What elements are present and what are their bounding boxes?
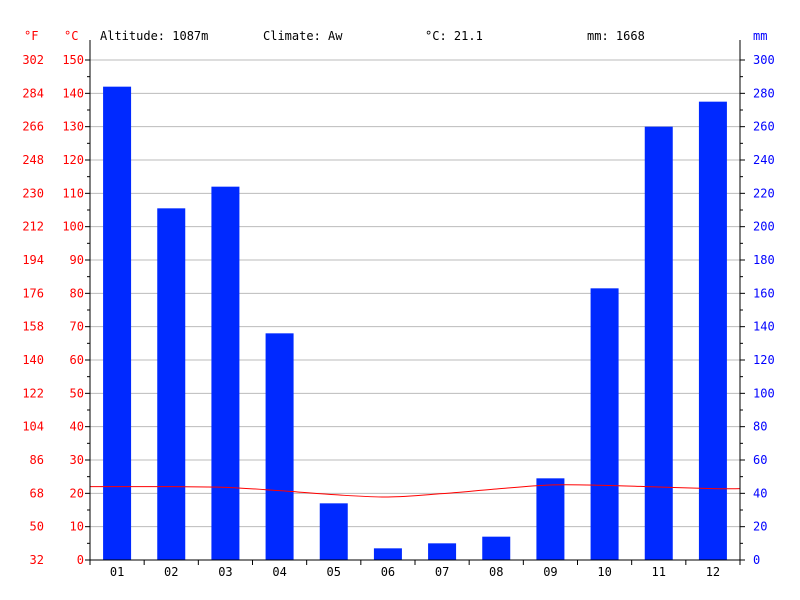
precip-unit-label: mm [753, 29, 767, 43]
fahrenheit-tick-label: 302 [22, 53, 44, 67]
precip-tick-label: 260 [753, 120, 775, 134]
precip-tick-label: 100 [753, 386, 775, 400]
celsius-tick-label: 30 [70, 453, 84, 467]
grid-lines [90, 59, 740, 528]
precip-bar-08 [482, 536, 511, 560]
precip-bar-10 [590, 288, 619, 560]
month-label: 04 [272, 565, 286, 579]
fahrenheit-tick-label: 104 [22, 420, 44, 434]
precip-tick-label: 200 [753, 220, 775, 234]
precip-tick-label: 280 [753, 86, 775, 100]
celsius-tick-label: 150 [62, 53, 84, 67]
fahrenheit-tick-label: 68 [30, 486, 44, 500]
month-label: 06 [381, 565, 395, 579]
celsius-tick-label: 70 [70, 320, 84, 334]
celsius-tick-label: 10 [70, 520, 84, 534]
celsius-tick-label: 90 [70, 253, 84, 267]
celsius-tick-label: 80 [70, 286, 84, 300]
precip-bar-04 [265, 333, 294, 560]
month-label: 07 [435, 565, 449, 579]
precip-bar-03 [211, 186, 240, 560]
fahrenheit-tick-label: 50 [30, 520, 44, 534]
precip-bar-05 [319, 503, 348, 560]
month-label: 11 [652, 565, 666, 579]
celsius-tick-label: 50 [70, 386, 84, 400]
month-label: 08 [489, 565, 503, 579]
precip-tick-label: 60 [753, 453, 767, 467]
precip-tick-label: 240 [753, 153, 775, 167]
precip-bars [103, 86, 727, 561]
celsius-tick-label: 120 [62, 153, 84, 167]
fahrenheit-tick-label: 122 [22, 386, 44, 400]
fahrenheit-tick-label: 140 [22, 353, 44, 367]
fahrenheit-tick-label: 194 [22, 253, 44, 267]
fahrenheit-tick-label: 212 [22, 220, 44, 234]
precip-bar-07 [428, 543, 457, 560]
temp-line [90, 484, 741, 498]
month-label: 03 [218, 565, 232, 579]
precip-bar-01 [103, 86, 132, 561]
altitude-label: Altitude: 1087m [100, 29, 208, 43]
fahrenheit-tick-label: 248 [22, 153, 44, 167]
precip-bar-11 [644, 126, 673, 561]
celsius-tick-label: 100 [62, 220, 84, 234]
celsius-tick-label: 0 [77, 553, 84, 567]
climate-label: Climate: Aw [263, 29, 343, 43]
temp-line-group [90, 484, 741, 498]
precip-tick-label: 0 [753, 553, 760, 567]
fahrenheit-tick-label: 32 [30, 553, 44, 567]
total-precip-label: mm: 1668 [587, 29, 645, 43]
month-label: 09 [543, 565, 557, 579]
precip-tick-label: 300 [753, 53, 775, 67]
precip-bar-02 [157, 208, 186, 561]
precip-tick-label: 40 [753, 486, 767, 500]
fahrenheit-tick-label: 176 [22, 286, 44, 300]
month-label: 02 [164, 565, 178, 579]
precip-tick-label: 20 [753, 520, 767, 534]
precip-tick-label: 80 [753, 420, 767, 434]
month-label: 10 [597, 565, 611, 579]
precip-tick-label: 220 [753, 186, 775, 200]
celsius-unit-label: °C [64, 29, 78, 43]
precip-tick-label: 160 [753, 286, 775, 300]
mean-temp-label: °C: 21.1 [425, 29, 483, 43]
precip-bar-06 [373, 548, 402, 560]
month-label: 12 [706, 565, 720, 579]
celsius-tick-label: 40 [70, 420, 84, 434]
precip-bar-12 [698, 101, 727, 561]
celsius-tick-label: 110 [62, 186, 84, 200]
fahrenheit-tick-label: 158 [22, 320, 44, 334]
celsius-tick-label: 140 [62, 86, 84, 100]
celsius-tick-label: 130 [62, 120, 84, 134]
month-label: 01 [110, 565, 124, 579]
month-label: 05 [327, 565, 341, 579]
precip-tick-label: 120 [753, 353, 775, 367]
precip-bar-09 [536, 478, 565, 560]
fahrenheit-tick-label: 86 [30, 453, 44, 467]
fahrenheit-tick-label: 266 [22, 120, 44, 134]
fahrenheit-unit-label: °F [24, 29, 38, 43]
axes: 0321050206830864010450122601407015880176… [22, 40, 775, 579]
fahrenheit-tick-label: 284 [22, 86, 44, 100]
celsius-tick-label: 20 [70, 486, 84, 500]
fahrenheit-tick-label: 230 [22, 186, 44, 200]
celsius-tick-label: 60 [70, 353, 84, 367]
precip-tick-label: 140 [753, 320, 775, 334]
precip-tick-label: 180 [753, 253, 775, 267]
